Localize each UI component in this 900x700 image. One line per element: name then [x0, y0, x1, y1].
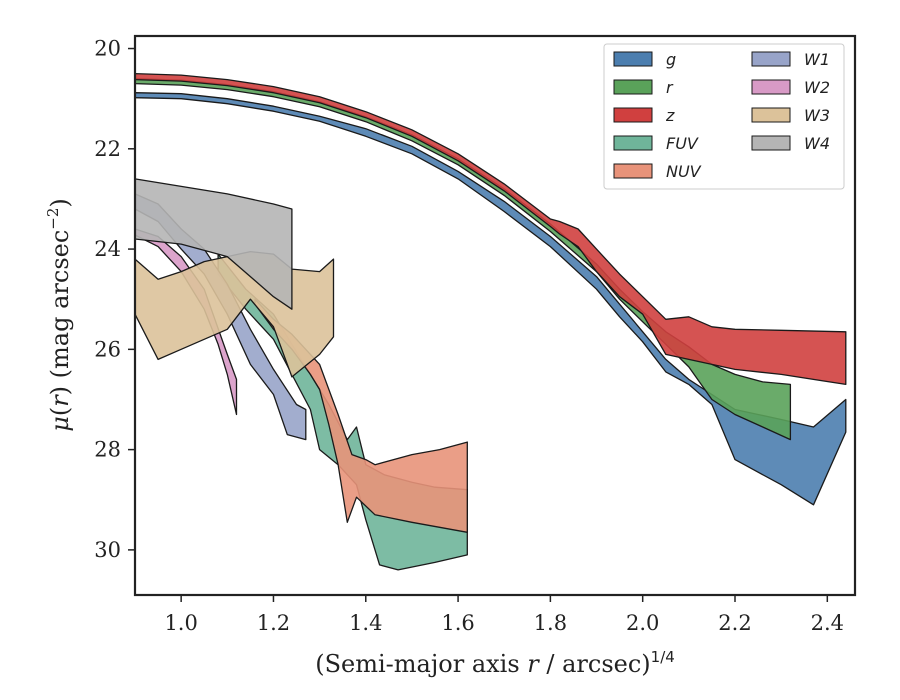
x-tick-label: 1.2 [257, 611, 290, 635]
legend-swatch-w3 [751, 107, 791, 123]
y-tick-label: 28 [94, 438, 121, 462]
x-tick-label: 1.0 [164, 611, 197, 635]
legend-label-nuv: NUV [666, 162, 702, 181]
legend-label-fuv: FUV [666, 134, 699, 153]
legend: grz FUV NUV W1 W2 W3 W4 [603, 43, 845, 190]
band-w4 [134, 178, 293, 310]
y-axis-label: μ(r) (mag arcsec−2) [44, 198, 74, 432]
legend-swatch-fuv [613, 135, 653, 151]
y-tick-label: 20 [94, 37, 121, 61]
legend-swatch-w1 [751, 51, 791, 67]
x-tick-label: 2.0 [626, 611, 659, 635]
legend-swatch-z [613, 107, 653, 123]
x-tick-label: 2.4 [811, 611, 844, 635]
x-tick-label: 1.6 [441, 611, 474, 635]
x-tick-label: 2.2 [718, 611, 751, 635]
legend-swatch-r [613, 79, 653, 95]
legend-label-w2: W2 [804, 78, 830, 97]
x-tick-label: 1.4 [349, 611, 382, 635]
y-tick-label: 30 [94, 538, 121, 562]
legend-swatch-w4 [751, 135, 791, 151]
x-axis-ticks: 1.0 1.2 1.4 1.6 1.8 2.0 2.2 2.4 [164, 595, 844, 635]
legend-label-r: r [666, 78, 674, 97]
plot-frame [133, 34, 857, 597]
legend-label-g: g [666, 50, 676, 69]
legend-swatch-g [613, 51, 653, 67]
legend-label-w1: W1 [804, 50, 830, 69]
x-tick-label: 1.8 [534, 611, 567, 635]
legend-label-w4: W4 [804, 134, 830, 153]
y-axis-ticks: 20 22 24 26 28 30 [94, 37, 135, 562]
y-tick-label: 22 [94, 137, 121, 161]
legend-swatch-nuv [613, 163, 653, 179]
legend-label-w3: W3 [804, 106, 830, 125]
band-g [134, 92, 847, 506]
data-bands [134, 72, 847, 571]
band-w2 [134, 228, 238, 416]
band-z [134, 72, 847, 386]
y-tick-label: 24 [94, 237, 121, 261]
legend-swatch-w2 [751, 79, 791, 95]
band-w3 [134, 250, 335, 378]
legend-label-z: z [665, 106, 675, 125]
x-axis-label: (Semi-major axis r / arcsec)1/4 [315, 648, 675, 678]
y-tick-label: 26 [94, 337, 121, 361]
